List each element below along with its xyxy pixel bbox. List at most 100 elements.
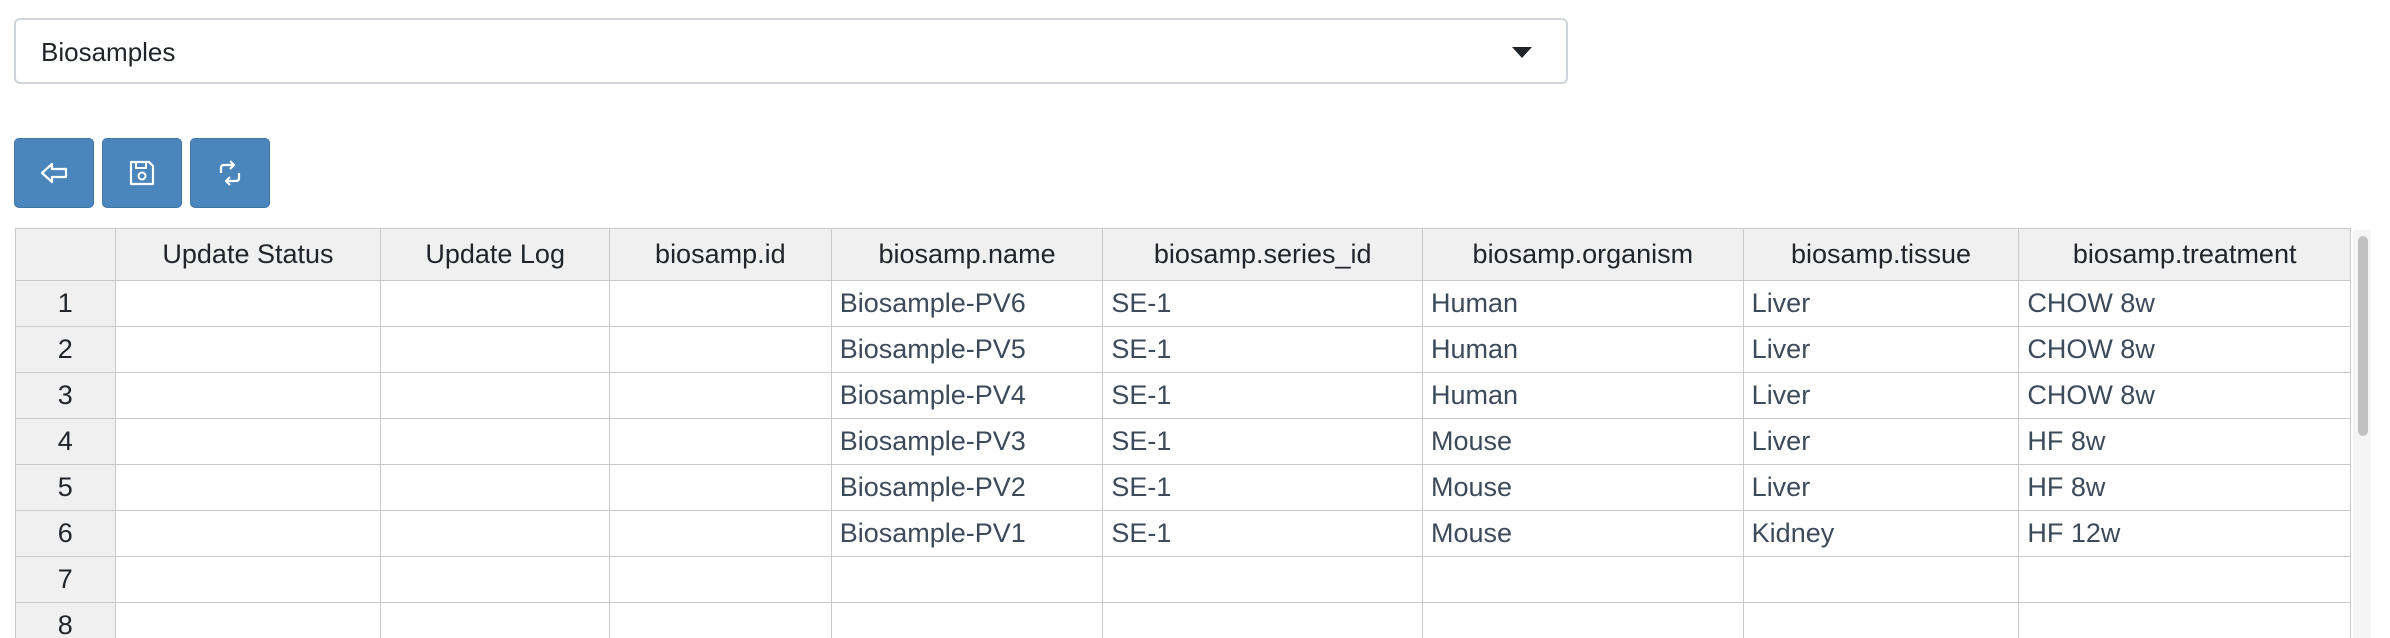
row-number-cell[interactable]: 3	[15, 372, 116, 419]
table-cell[interactable]: HF 8w	[2018, 418, 2351, 465]
table-cell[interactable]: SE-1	[1102, 280, 1424, 327]
row-number-cell[interactable]: 6	[15, 510, 116, 557]
table-row: 8	[15, 602, 2351, 638]
column-header[interactable]: biosamp.series_id	[1102, 228, 1424, 281]
table-cell[interactable]	[114, 556, 382, 603]
table-cell[interactable]	[114, 464, 382, 511]
table-cell[interactable]	[1742, 602, 2020, 638]
table-row: 5 Biosample-PV2 SE-1 Mouse Liver HF 8w	[15, 464, 2351, 511]
row-number-cell[interactable]: 8	[15, 602, 116, 638]
column-header[interactable]: biosamp.organism	[1422, 228, 1744, 281]
table-cell[interactable]: CHOW 8w	[2018, 280, 2351, 327]
column-header[interactable]: Update Status	[114, 228, 382, 281]
table-cell[interactable]	[609, 326, 832, 373]
table-cell[interactable]: Liver	[1742, 418, 2020, 465]
column-header[interactable]: biosamp.treatment	[2018, 228, 2351, 281]
table-cell[interactable]	[2018, 602, 2351, 638]
table-cell[interactable]: Biosample-PV4	[830, 372, 1104, 419]
table-cell[interactable]	[609, 602, 832, 638]
table-cell[interactable]	[1102, 602, 1424, 638]
table-selector-dropdown[interactable]: Biosamples	[14, 18, 1568, 84]
table-cell[interactable]: SE-1	[1102, 418, 1424, 465]
table-cell[interactable]: SE-1	[1102, 326, 1424, 373]
table-cell[interactable]	[1102, 556, 1424, 603]
table-cell[interactable]	[2018, 556, 2351, 603]
table-cell[interactable]	[609, 556, 832, 603]
biosamples-table: Update Status Update Log biosamp.id bios…	[15, 228, 2351, 638]
table-cell[interactable]	[114, 280, 382, 327]
column-header[interactable]: Update Log	[380, 228, 610, 281]
table-cell[interactable]: Mouse	[1422, 418, 1744, 465]
table-cell[interactable]: Mouse	[1422, 464, 1744, 511]
table-cell[interactable]	[114, 418, 382, 465]
save-button[interactable]	[102, 138, 182, 208]
table-cell[interactable]: Biosample-PV5	[830, 326, 1104, 373]
table-cell[interactable]	[380, 418, 610, 465]
table-row: 3 Biosample-PV4 SE-1 Human Liver CHOW 8w	[15, 372, 2351, 419]
chevron-down-icon[interactable]	[1512, 47, 1532, 58]
table-row: 4 Biosample-PV3 SE-1 Mouse Liver HF 8w	[15, 418, 2351, 465]
table-cell[interactable]	[1422, 602, 1744, 638]
save-icon	[129, 160, 155, 186]
table-cell[interactable]	[609, 280, 832, 327]
table-cell[interactable]	[380, 372, 610, 419]
table-cell[interactable]	[609, 418, 832, 465]
row-number-cell[interactable]: 4	[15, 418, 116, 465]
column-header[interactable]: biosamp.name	[830, 228, 1104, 281]
table-cell[interactable]: CHOW 8w	[2018, 372, 2351, 419]
table-cell[interactable]: Liver	[1742, 372, 2020, 419]
column-header[interactable]: biosamp.id	[609, 228, 832, 281]
table-cell[interactable]	[609, 510, 832, 557]
table-cell[interactable]	[380, 556, 610, 603]
row-number-cell[interactable]: 2	[15, 326, 116, 373]
table-cell[interactable]: SE-1	[1102, 510, 1424, 557]
table-cell[interactable]: Mouse	[1422, 510, 1744, 557]
back-button[interactable]	[14, 138, 94, 208]
column-header[interactable]: biosamp.tissue	[1742, 228, 2020, 281]
table-row: 7	[15, 556, 2351, 603]
table-cell[interactable]: Biosample-PV2	[830, 464, 1104, 511]
table-cell[interactable]	[380, 464, 610, 511]
table-cell[interactable]: Liver	[1742, 326, 2020, 373]
table-cell[interactable]: SE-1	[1102, 372, 1424, 419]
table-cell[interactable]	[830, 556, 1104, 603]
table-cell[interactable]	[114, 326, 382, 373]
table-cell[interactable]	[380, 326, 610, 373]
table-cell[interactable]	[1422, 556, 1744, 603]
refresh-icon	[219, 160, 241, 186]
table-cell[interactable]: Biosample-PV6	[830, 280, 1104, 327]
table-cell[interactable]: Biosample-PV3	[830, 418, 1104, 465]
table-cell[interactable]	[114, 372, 382, 419]
table-cell[interactable]	[114, 510, 382, 557]
table-cell[interactable]	[380, 510, 610, 557]
row-number-cell[interactable]: 1	[15, 280, 116, 327]
table-cell[interactable]: Liver	[1742, 464, 2020, 511]
table-cell[interactable]: SE-1	[1102, 464, 1424, 511]
table-cell[interactable]	[380, 280, 610, 327]
table-cell[interactable]: Human	[1422, 372, 1744, 419]
table-row: 1 Biosample-PV6 SE-1 Human Liver CHOW 8w	[15, 280, 2351, 327]
table-cell[interactable]: HF 8w	[2018, 464, 2351, 511]
table-cell[interactable]: Biosample-PV1	[830, 510, 1104, 557]
table-row: 6 Biosample-PV1 SE-1 Mouse Kidney HF 12w	[15, 510, 2351, 557]
data-grid: Update Status Update Log biosamp.id bios…	[15, 228, 2351, 638]
table-selector-value: Biosamples	[41, 37, 176, 67]
table-cell[interactable]	[114, 602, 382, 638]
table-cell[interactable]: Liver	[1742, 280, 2020, 327]
table-cell[interactable]	[609, 372, 832, 419]
table-cell[interactable]: Human	[1422, 326, 1744, 373]
back-arrow-icon	[40, 162, 68, 184]
refresh-button[interactable]	[190, 138, 270, 208]
table-cell[interactable]	[609, 464, 832, 511]
table-cell[interactable]	[830, 602, 1104, 638]
table-cell[interactable]: HF 12w	[2018, 510, 2351, 557]
table-cell[interactable]	[380, 602, 610, 638]
scrollbar-thumb[interactable]	[2358, 236, 2368, 436]
table-cell[interactable]: Human	[1422, 280, 1744, 327]
table-cell[interactable]	[1742, 556, 2020, 603]
row-number-cell[interactable]: 7	[15, 556, 116, 603]
table-cell[interactable]: Kidney	[1742, 510, 2020, 557]
table-cell[interactable]: CHOW 8w	[2018, 326, 2351, 373]
corner-cell[interactable]	[15, 228, 116, 281]
row-number-cell[interactable]: 5	[15, 464, 116, 511]
